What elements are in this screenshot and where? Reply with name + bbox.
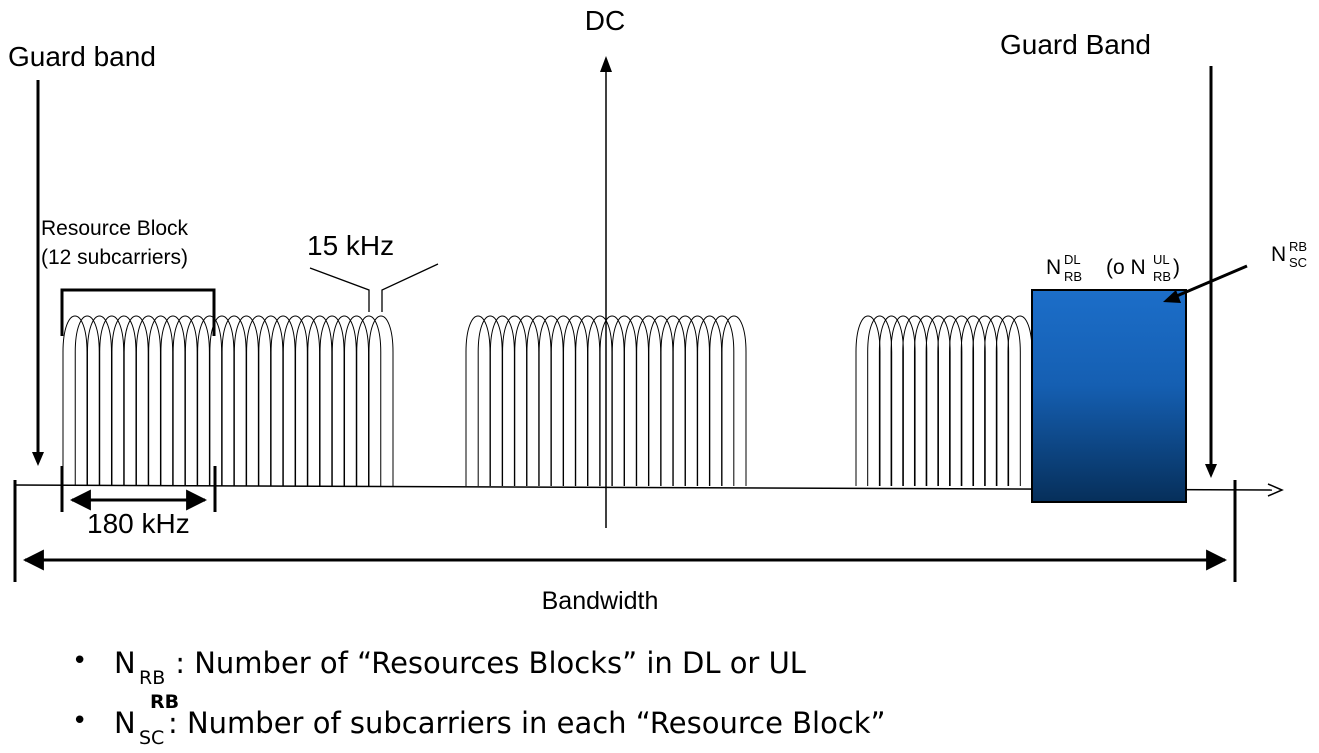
nsc-letter: N [1271, 243, 1286, 266]
subcarrier-lobe [721, 315, 747, 486]
subcarrier-lobe [74, 315, 100, 486]
subcarrier-lobe [258, 315, 284, 486]
nrb-ul-close: ) [1173, 256, 1180, 279]
spacing-callout-left [309, 267, 370, 312]
subcarrier-lobe [672, 315, 698, 486]
nrb-ul-sup: UL [1153, 252, 1170, 267]
subcarrier-lobe [295, 315, 321, 486]
subcarrier-lobe [319, 315, 345, 486]
dc-label: DC [585, 5, 625, 36]
subcarrier-lobe [502, 315, 528, 486]
subcarrier-lobe [599, 315, 625, 486]
subcarrier-lobe [709, 315, 735, 486]
bullet-nrb: N RB : Number of “Resources Blocks” in DL… [114, 646, 806, 689]
subcarrier-group-left [62, 315, 394, 486]
subcarrier-lobe [648, 315, 674, 486]
subcarrier-lobe [538, 315, 564, 486]
nrb-ul-open: (o [1106, 256, 1131, 279]
subcarrier-lobe [270, 315, 296, 486]
frequency-axis-arrow [1267, 483, 1284, 497]
subcarrier-lobe [575, 315, 601, 486]
subcarrier-lobe [587, 315, 613, 486]
spacing-callout-right [381, 263, 439, 312]
resource-block-subcarriers-label: (12 subcarriers) [41, 246, 188, 269]
subcarrier-lobe [233, 315, 259, 486]
subcarrier-lobe [172, 315, 198, 486]
bullet-nrb-text: : Number of “Resources Blocks” in DL or … [166, 646, 806, 680]
bullet-nsc-sup: RB [150, 691, 179, 713]
subcarrier-lobe [307, 315, 333, 486]
nrb-dl-sub: RB [1064, 269, 1082, 284]
subcarrier-lobe [86, 315, 112, 486]
guard-band-left-label: Guard band [8, 41, 156, 72]
subcarrier-lobe [660, 315, 686, 486]
resource-block-label: Resource Block [41, 217, 189, 240]
subcarrier-lobe [123, 315, 149, 486]
nsc-rb-symbol: N RB SC [1271, 239, 1307, 270]
nsc-sup: RB [1289, 239, 1307, 254]
nrb-ul-symbol: (o N UL RB) [1106, 252, 1180, 284]
nrb-ul-sub: RB [1153, 269, 1171, 284]
subcarrier-lobe [697, 315, 723, 486]
rb-width-label: 180 kHz [87, 508, 190, 539]
subcarrier-lobe [184, 315, 210, 486]
subcarrier-lobe [111, 315, 137, 486]
subcarrier-lobe [331, 315, 357, 486]
guard-band-left-arrowhead [32, 452, 44, 466]
subcarrier-lobe [514, 315, 540, 486]
subcarrier-lobe [197, 315, 223, 486]
subcarrier-lobe [221, 315, 247, 486]
resource-block-bracket [60, 288, 216, 336]
subcarrier-lobe [246, 315, 272, 486]
subcarrier-lobe [684, 315, 710, 486]
bullet-dot: • [72, 646, 87, 676]
subcarrier-spacing-label: 15 kHz [307, 230, 394, 261]
subcarrier-lobe [99, 315, 125, 486]
subcarrier-lobe [282, 315, 308, 486]
nsc-pointer-line [1171, 264, 1248, 300]
dc-axis-arrow [600, 56, 612, 72]
subcarrier-lobe [148, 315, 174, 486]
resource-block-highlight [1031, 289, 1187, 503]
subcarrier-lobe [611, 315, 637, 486]
subcarrier-lobe [160, 315, 186, 486]
guard-band-right-arrowhead [1205, 464, 1217, 478]
nrb-dl-sup: DL [1064, 252, 1081, 267]
subcarrier-lobe [477, 315, 503, 486]
nsc-pointer-arrowhead [1163, 290, 1181, 303]
subcarrier-lobe [209, 315, 235, 486]
subcarrier-lobe [563, 315, 589, 486]
bullet-dot: • [72, 706, 87, 736]
subcarrier-lobe [368, 315, 394, 486]
subcarrier-lobe [344, 315, 370, 486]
subcarrier-lobe [623, 315, 649, 486]
subcarrier-lobe [465, 315, 491, 486]
subcarrier-lobe [526, 315, 552, 486]
nrb-dl-letter: N [1046, 256, 1061, 279]
guard-band-right-label: Guard Band [1000, 29, 1151, 60]
subcarrier-group-right [855, 315, 1033, 486]
subcarrier-lobe [636, 315, 662, 486]
subcarrier-group-center [465, 315, 747, 486]
bullet-nsc-text: : Number of subcarriers in each “Resourc… [168, 706, 886, 740]
nrb-ul-letter: N [1131, 256, 1146, 279]
bullet-nsc-sub: SC [139, 727, 164, 749]
subcarrier-lobe [489, 315, 515, 486]
bandwidth-label: Bandwidth [542, 587, 659, 615]
bullet-nrb-sub: RB [139, 667, 165, 689]
subcarrier-lobe [550, 315, 576, 486]
subcarrier-lobe [356, 315, 382, 486]
nrb-dl-symbol: N DL RB [1046, 252, 1082, 284]
bullet-nsc-letter: N [114, 706, 136, 740]
subcarrier-lobe [62, 315, 88, 486]
definition-bullets: • N RB : Number of “Resources Blocks” in … [72, 646, 886, 749]
subcarrier-lobe [995, 315, 1021, 486]
bullet-nrb-letter: N [114, 646, 136, 680]
nsc-sub: SC [1289, 255, 1307, 270]
bullet-nsc: N SC RB: Number of subcarriers in each “Re… [114, 691, 886, 749]
subcarrier-lobe [135, 315, 161, 486]
